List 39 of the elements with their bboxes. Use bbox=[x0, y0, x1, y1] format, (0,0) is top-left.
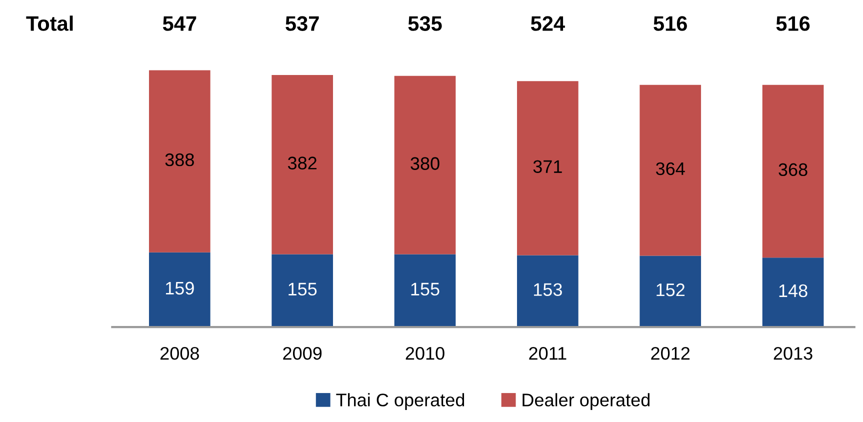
x-tick-label: 2012 bbox=[651, 346, 690, 360]
data-label: 368 bbox=[778, 163, 808, 176]
total-label: 537 bbox=[286, 16, 319, 31]
total-label: 516 bbox=[776, 16, 810, 31]
data-label: 155 bbox=[411, 282, 440, 296]
bar bbox=[272, 74, 334, 254]
data-label: 159 bbox=[166, 282, 194, 295]
total-label: 516 bbox=[654, 16, 687, 31]
bar bbox=[148, 70, 210, 252]
bar bbox=[640, 256, 702, 328]
bar bbox=[762, 84, 824, 258]
bar bbox=[517, 255, 578, 328]
data-label: 388 bbox=[165, 153, 194, 166]
data-label: 380 bbox=[410, 157, 440, 170]
total-label: 524 bbox=[530, 16, 565, 31]
total-label: 547 bbox=[162, 16, 196, 31]
bar bbox=[762, 258, 824, 328]
total-label: 535 bbox=[408, 16, 442, 31]
bar bbox=[148, 252, 210, 328]
data-label: 382 bbox=[288, 156, 316, 170]
bar bbox=[394, 76, 456, 254]
text: Total bbox=[26, 16, 73, 31]
legend-label: Dealer operated bbox=[522, 393, 650, 410]
data-label: 371 bbox=[533, 160, 562, 173]
data-label: 155 bbox=[288, 282, 317, 296]
data-label: 148 bbox=[779, 284, 808, 298]
bar bbox=[517, 81, 578, 256]
bar bbox=[394, 254, 456, 328]
data-label: 152 bbox=[656, 283, 685, 296]
data-label: 364 bbox=[656, 162, 685, 176]
bar bbox=[272, 254, 334, 328]
legend-label: Thai C operated bbox=[336, 393, 464, 410]
x-tick-label: 2008 bbox=[160, 346, 199, 360]
x-tick-label: 2009 bbox=[283, 346, 322, 360]
data-label: 153 bbox=[534, 283, 562, 296]
x-tick-label: 2011 bbox=[529, 346, 566, 360]
x-tick-label: 2010 bbox=[406, 346, 444, 360]
bar bbox=[640, 84, 702, 256]
x-tick-label: 2013 bbox=[774, 346, 812, 360]
